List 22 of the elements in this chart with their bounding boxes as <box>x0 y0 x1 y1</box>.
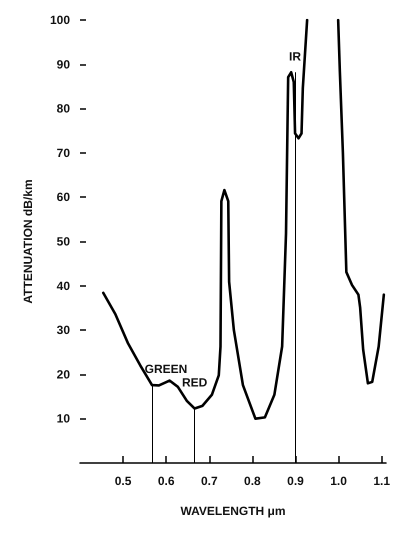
y-tick-label: 50 <box>56 234 70 248</box>
x-tick-label: 0.8 <box>244 474 262 488</box>
y-tick-label: 100 <box>50 13 70 27</box>
x-tick-label: 1.1 <box>373 474 390 488</box>
y-tick-label: 30 <box>56 323 70 338</box>
x-tick-label: 1.0 <box>330 474 348 488</box>
y-tick-label: 10 <box>56 412 70 426</box>
y-tick-label: 90 <box>56 57 70 72</box>
y-tick-label: 20 <box>56 367 70 382</box>
y-tick-label: 60 <box>56 190 70 204</box>
x-tick-label: 0.7 <box>200 474 218 488</box>
y-tick-label: 80 <box>56 102 70 116</box>
y-tick-label: 70 <box>56 146 70 160</box>
ref-line-label: IR <box>289 49 302 64</box>
ref-line-label: GREEN <box>144 362 188 376</box>
y-tick-label: 40 <box>56 278 70 293</box>
x-tick-label: 0.5 <box>114 474 132 488</box>
x-tick-label: 0.6 <box>158 474 175 488</box>
ref-line-label: RED <box>182 376 208 390</box>
y-axis-title: ATTENUATION dB/km <box>21 179 35 304</box>
x-axis-title: WAVELENGTH μm <box>180 504 286 518</box>
x-tick-label: 0.9 <box>287 474 304 488</box>
